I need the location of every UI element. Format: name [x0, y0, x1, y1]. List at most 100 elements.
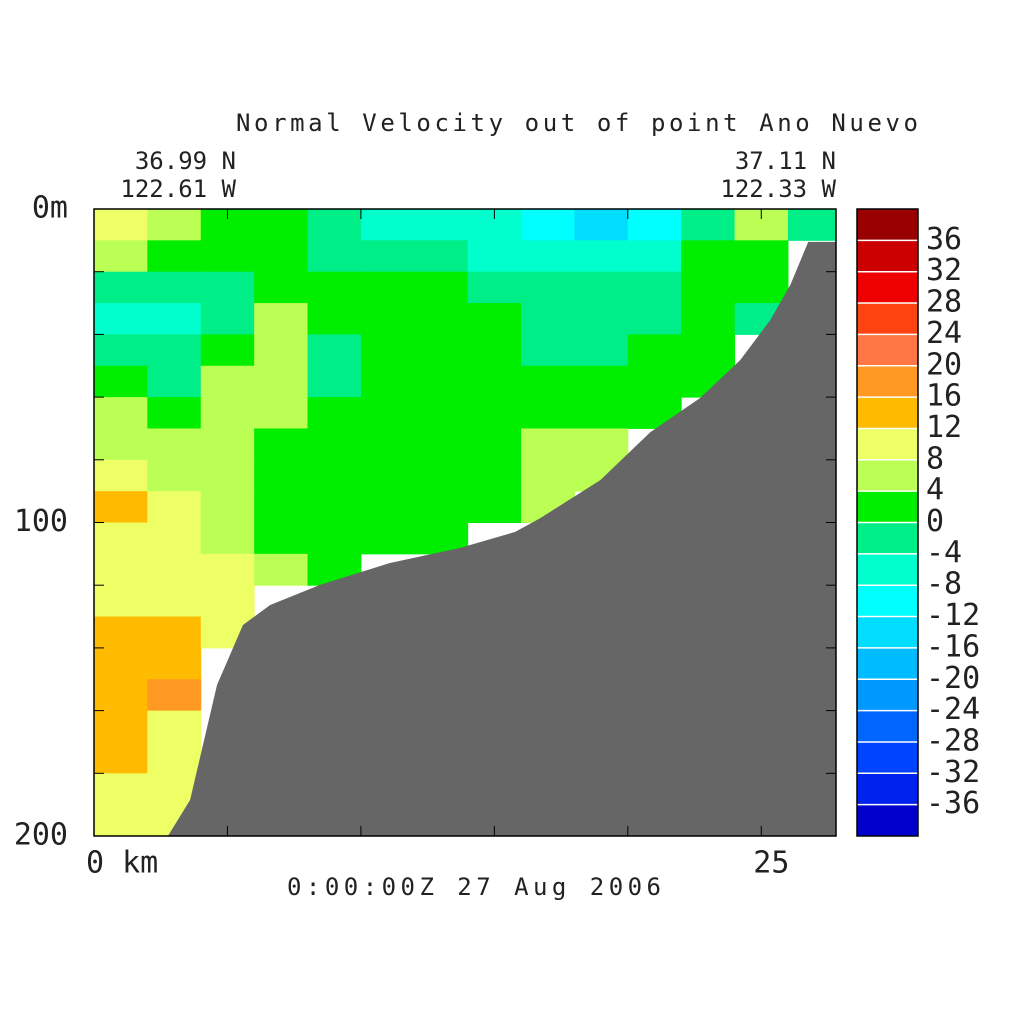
contour-cell — [681, 240, 736, 273]
contour-cell — [94, 679, 148, 712]
y-tick-label: 100 — [14, 504, 68, 539]
contour-cell — [414, 209, 469, 241]
contour-cell — [627, 303, 682, 335]
contour-cell — [307, 303, 362, 335]
colorbar-label: 0 — [926, 504, 944, 539]
contour-cell — [307, 334, 362, 367]
colorbar-label: 28 — [926, 285, 962, 320]
contour-cell — [147, 522, 202, 555]
colorbar-band — [857, 773, 918, 805]
contour-cell — [254, 522, 309, 555]
y-tick-label: 0m — [32, 191, 68, 226]
contour-cell — [147, 334, 202, 367]
contour-cell — [200, 334, 255, 367]
contour-cell — [734, 271, 789, 304]
contour-cell — [147, 271, 202, 304]
contour-cell — [414, 303, 469, 335]
y-tick-label: 200 — [14, 818, 68, 853]
contour-cell — [254, 334, 309, 367]
colorbar-label: 24 — [926, 316, 962, 351]
contour-cell — [627, 271, 682, 304]
contour-cell — [254, 209, 309, 241]
contour-cell — [147, 428, 202, 461]
contour-cell — [681, 334, 736, 367]
colorbar-label: -28 — [926, 723, 980, 758]
contour-cell — [467, 459, 522, 492]
contour-cell — [254, 397, 309, 429]
contour-cell — [200, 428, 255, 461]
contour-cell — [147, 647, 202, 680]
colorbar-band — [857, 804, 918, 836]
contour-cell — [147, 741, 202, 774]
contour-cell — [627, 365, 682, 398]
contour-cell — [627, 240, 682, 273]
contour-cell — [94, 303, 148, 335]
colorbar-band — [857, 397, 918, 429]
contour-cell — [94, 428, 148, 461]
x-tick-label: 0 km — [86, 846, 158, 881]
contour-cell — [467, 428, 522, 461]
colorbar-label: 36 — [926, 222, 962, 257]
contour-cell — [307, 428, 362, 461]
contour-cell — [147, 397, 202, 429]
contour-cell — [147, 553, 202, 586]
contour-cell — [681, 271, 736, 304]
colorbar-label: -32 — [926, 755, 980, 790]
contour-cell — [200, 459, 255, 492]
contour-cell — [360, 491, 415, 523]
contour-cell — [254, 553, 309, 586]
contour-cell — [147, 459, 202, 492]
contour-cell — [200, 365, 255, 398]
colorbar-band — [857, 334, 918, 366]
colorbar-label: -12 — [926, 598, 980, 633]
contour-cell — [200, 271, 255, 304]
contour-cell — [574, 209, 629, 241]
contour-cell — [521, 459, 575, 492]
contour-cell — [94, 271, 148, 304]
contour-cell — [200, 240, 255, 273]
colorbar-label: -4 — [926, 535, 962, 570]
contour-cell — [307, 397, 362, 429]
contour-cell — [574, 365, 629, 398]
colorbar-band — [857, 585, 918, 617]
contour-cell — [787, 209, 836, 241]
contour-cell — [627, 209, 682, 241]
contour-cell — [521, 397, 575, 429]
colorbar-band — [857, 553, 918, 586]
contour-cell — [200, 397, 255, 429]
contour-cell — [94, 334, 148, 367]
contour-cell — [147, 365, 202, 398]
contour-cell — [147, 240, 202, 273]
contour-cell — [200, 303, 255, 335]
contour-cell — [574, 271, 629, 304]
contour-cell — [254, 491, 309, 523]
colorbar-label: 8 — [926, 441, 944, 476]
contour-cell — [467, 271, 522, 304]
contour-cell — [414, 459, 469, 492]
contour-cell — [574, 334, 629, 367]
colorbar-band — [857, 710, 918, 742]
end-lat: 37.11 N — [735, 147, 836, 175]
contour-cell — [307, 271, 362, 304]
contour-cell — [94, 647, 148, 680]
contour-field — [94, 209, 836, 836]
seabed — [167, 241, 836, 836]
chart-title: Normal Velocity out of point Ano Nuevo — [236, 109, 918, 137]
contour-cell — [574, 397, 629, 429]
contour-cell — [307, 522, 362, 555]
colorbar-label: -16 — [926, 629, 980, 664]
contour-cell — [307, 459, 362, 492]
colorbar-band — [857, 209, 918, 241]
contour-cell — [467, 491, 522, 523]
contour-cell — [94, 804, 148, 836]
contour-cell — [94, 773, 148, 806]
contour-cell — [414, 365, 469, 398]
contour-cell — [414, 240, 469, 273]
contour-cell — [147, 209, 202, 241]
contour-cell — [414, 397, 469, 429]
contour-cell — [200, 491, 255, 523]
contour-cell — [147, 679, 202, 712]
colorbar-band — [857, 365, 918, 398]
contour-cell — [467, 365, 522, 398]
contour-cell — [147, 303, 202, 335]
